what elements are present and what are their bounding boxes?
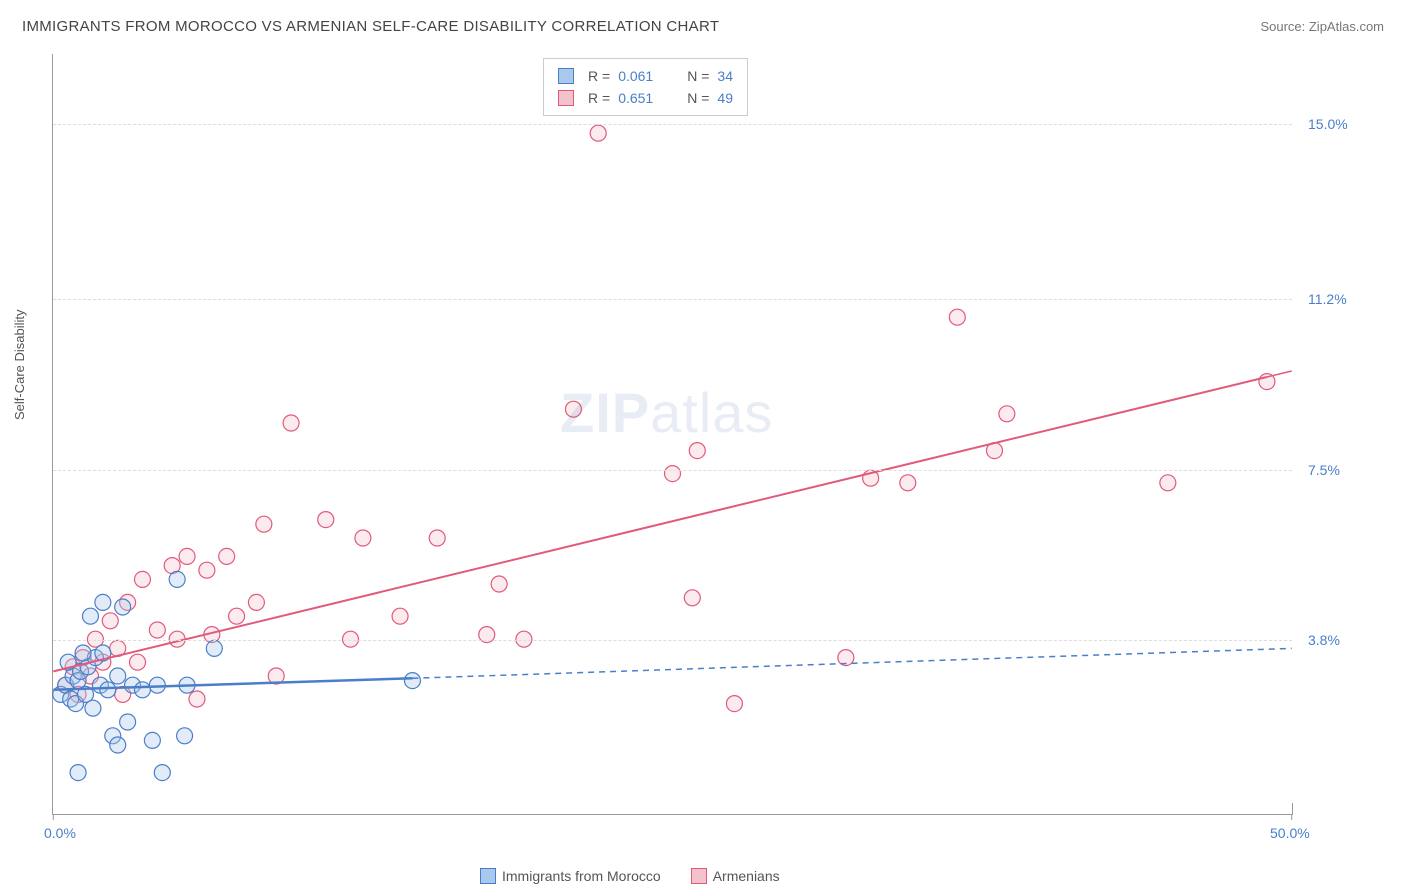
data-point-armenians (491, 576, 507, 592)
data-point-armenians (429, 530, 445, 546)
swatch-morocco (558, 68, 574, 84)
data-point-armenians (189, 691, 205, 707)
y-tick-label: 11.2% (1308, 291, 1347, 307)
n-value: 34 (717, 65, 733, 87)
data-point-morocco (110, 737, 126, 753)
data-point-armenians (355, 530, 371, 546)
data-point-armenians (283, 415, 299, 431)
data-point-morocco (120, 714, 136, 730)
legend-item-armenians: Armenians (691, 868, 780, 884)
data-point-armenians (999, 406, 1015, 422)
r-label: R = (588, 65, 610, 87)
data-point-armenians (149, 622, 165, 638)
x-tick-label: 50.0% (1270, 825, 1310, 841)
data-point-armenians (949, 309, 965, 325)
swatch-armenians (691, 868, 707, 884)
n-label: N = (687, 65, 709, 87)
legend-corr-row-armenians: R = 0.651 N = 49 (558, 87, 733, 109)
r-label: R = (588, 87, 610, 109)
y-axis-label: Self-Care Disability (12, 309, 27, 420)
x-tick-label: 0.0% (44, 825, 76, 841)
data-point-armenians (134, 571, 150, 587)
page-title: IMMIGRANTS FROM MOROCCO VS ARMENIAN SELF… (22, 18, 719, 35)
chart-plot-area (52, 55, 1292, 815)
data-point-morocco (110, 668, 126, 684)
data-point-armenians (684, 590, 700, 606)
r-value: 0.061 (618, 65, 653, 87)
data-point-morocco (100, 682, 116, 698)
data-point-armenians (229, 608, 245, 624)
data-point-morocco (115, 599, 131, 615)
data-point-armenians (318, 512, 334, 528)
data-point-morocco (75, 645, 91, 661)
data-point-morocco (85, 700, 101, 716)
data-point-armenians (248, 594, 264, 610)
data-point-armenians (900, 475, 916, 491)
data-point-armenians (590, 125, 606, 141)
data-point-morocco (154, 765, 170, 781)
y-tick-label: 15.0% (1308, 116, 1348, 132)
data-point-morocco (144, 732, 160, 748)
data-point-armenians (665, 466, 681, 482)
n-value: 49 (717, 87, 733, 109)
n-label: N = (687, 87, 709, 109)
data-point-armenians (392, 608, 408, 624)
source-credit: Source: ZipAtlas.com (1260, 19, 1384, 34)
legend-corr-row-morocco: R = 0.061 N = 34 (558, 65, 733, 87)
legend-correlation-box: R = 0.061 N = 34 R = 0.651 N = 49 (543, 58, 748, 116)
data-point-armenians (102, 613, 118, 629)
data-point-armenians (1160, 475, 1176, 491)
r-value: 0.651 (618, 87, 653, 109)
legend-item-morocco: Immigrants from Morocco (480, 868, 661, 884)
legend-label: Immigrants from Morocco (502, 868, 661, 884)
data-point-morocco (95, 594, 111, 610)
data-point-armenians (256, 516, 272, 532)
data-point-armenians (199, 562, 215, 578)
data-point-morocco (134, 682, 150, 698)
y-tick-label: 3.8% (1308, 632, 1340, 648)
data-point-morocco (169, 571, 185, 587)
swatch-armenians (558, 90, 574, 106)
data-point-armenians (565, 401, 581, 417)
data-point-armenians (726, 696, 742, 712)
scatter-svg (53, 55, 1292, 814)
swatch-morocco (480, 868, 496, 884)
legend-series: Immigrants from Morocco Armenians (480, 868, 780, 884)
data-point-morocco (70, 765, 86, 781)
data-point-morocco (82, 608, 98, 624)
data-point-armenians (179, 548, 195, 564)
data-point-morocco (206, 640, 222, 656)
trend-line-armenians (53, 377, 1267, 671)
legend-label: Armenians (713, 868, 780, 884)
data-point-morocco (177, 728, 193, 744)
data-point-morocco (404, 673, 420, 689)
data-point-armenians (219, 548, 235, 564)
y-tick-label: 7.5% (1308, 462, 1340, 478)
data-point-armenians (689, 443, 705, 459)
data-point-armenians (130, 654, 146, 670)
